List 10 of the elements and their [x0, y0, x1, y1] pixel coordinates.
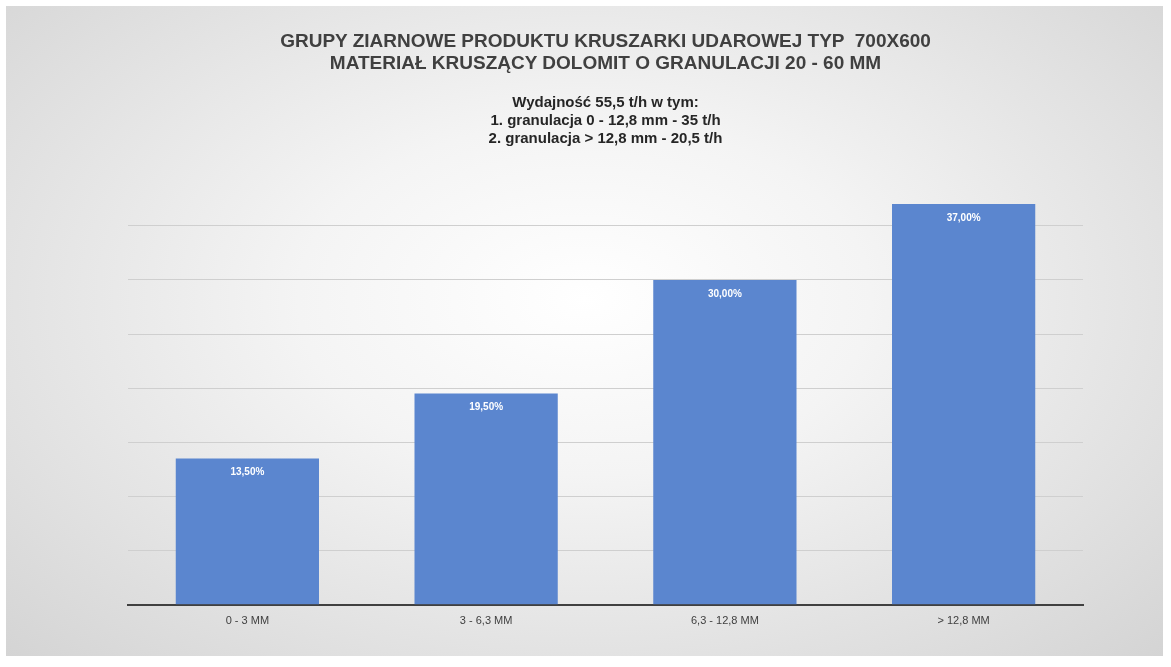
- x-tick-label: 3 - 6,3 MM: [459, 614, 513, 627]
- chart-subtitle: Wydajność 55,5 t/h w tym: 1. granulacja 0 - 12,8 mm - 35 t/h 2. granulacja > 12,8 mm - 20,5 t/h: [488, 92, 723, 146]
- data-label: 37,00%: [946, 211, 981, 223]
- data-label: 19,50%: [469, 401, 504, 413]
- x-tick-label: > 12,8 MM: [937, 614, 990, 627]
- data-label: 13,50%: [230, 466, 265, 478]
- chart-title: GRUPY ZIARNOWE PRODUKTU KRUSZARKI UDAROWEJ TYP 700X600 MATERIAŁ KRUSZĄCY DOLOMIT O GRANULACJI 20 - 60 MM: [280, 29, 931, 74]
- x-tick-label: 6,3 - 12,8 MM: [690, 614, 759, 627]
- x-tick-label: 0 - 3 MM: [225, 614, 270, 627]
- data-label: 30,00%: [707, 287, 742, 299]
